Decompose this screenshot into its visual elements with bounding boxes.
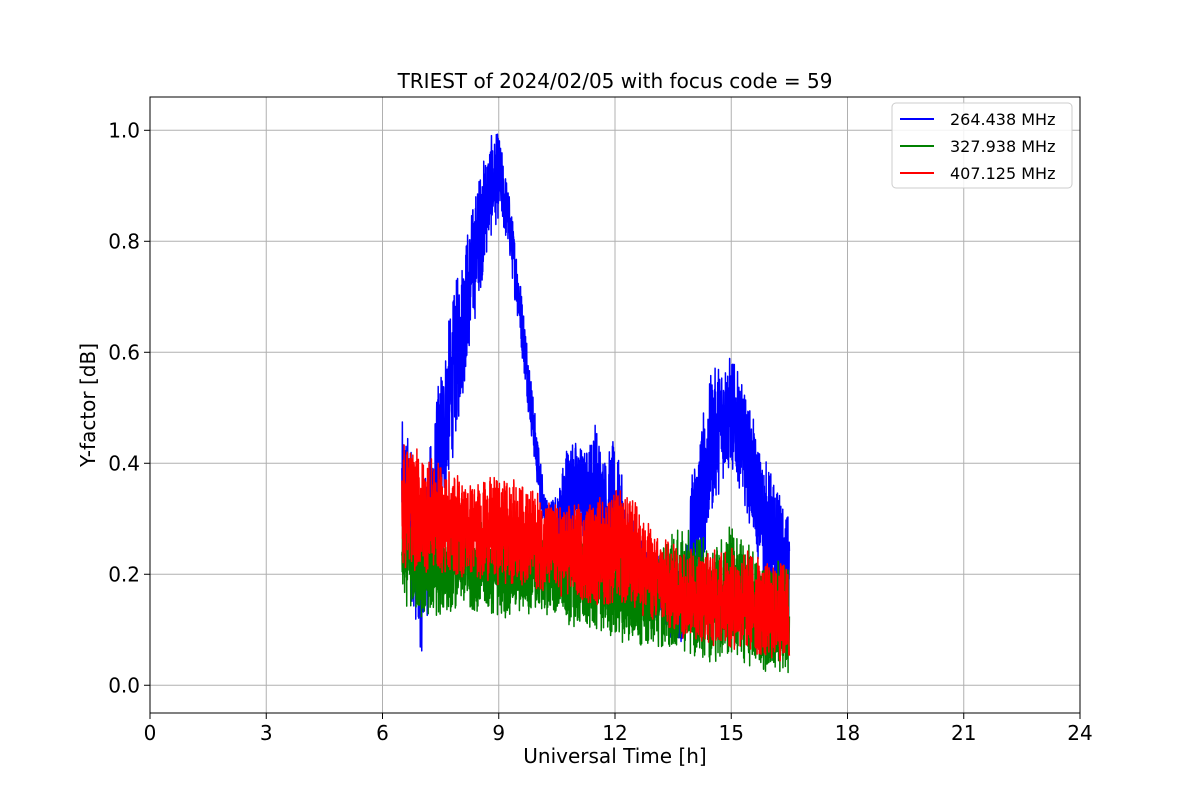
legend-label: 327.938 MHz: [950, 137, 1055, 156]
x-tick-label: 0: [144, 721, 157, 745]
series-layer: [401, 133, 791, 674]
series-line-3: [401, 444, 791, 662]
ticks: 0 3 6 9 12 15 18 21 24 0.0 0.2 0.4 0.6 0.8 1.0: [108, 118, 1093, 745]
y-tick-label: 0.2: [108, 562, 140, 586]
y-tick-label: 0.6: [108, 340, 140, 364]
x-tick-label: 18: [835, 721, 860, 745]
series-line-1: [401, 133, 791, 652]
y-tick-label: 0.4: [108, 451, 140, 475]
y-tick-label: 1.0: [108, 118, 140, 142]
legend-label: 407.125 MHz: [950, 164, 1055, 183]
legend-box: [891, 102, 1073, 189]
chart-title: TRIEST of 2024/02/05 with focus code = 5…: [397, 69, 833, 93]
legend-label: 264.438 MHz: [950, 110, 1055, 129]
legend: 264.438 MHz 327.938 MHz 407.125 MHz: [891, 102, 1073, 189]
y-tick-label: 0.0: [108, 673, 140, 697]
x-tick-label: 3: [260, 721, 273, 745]
x-tick-label: 6: [376, 721, 389, 745]
x-tick-label: 12: [602, 721, 627, 745]
y-axis-label: Y-factor [dB]: [76, 343, 100, 468]
x-tick-label: 21: [951, 721, 976, 745]
x-tick-label: 9: [492, 721, 505, 745]
x-tick-label: 24: [1067, 721, 1092, 745]
x-axis-label: Universal Time [h]: [523, 744, 706, 768]
x-tick-label: 15: [719, 721, 744, 745]
y-tick-label: 0.8: [108, 229, 140, 253]
